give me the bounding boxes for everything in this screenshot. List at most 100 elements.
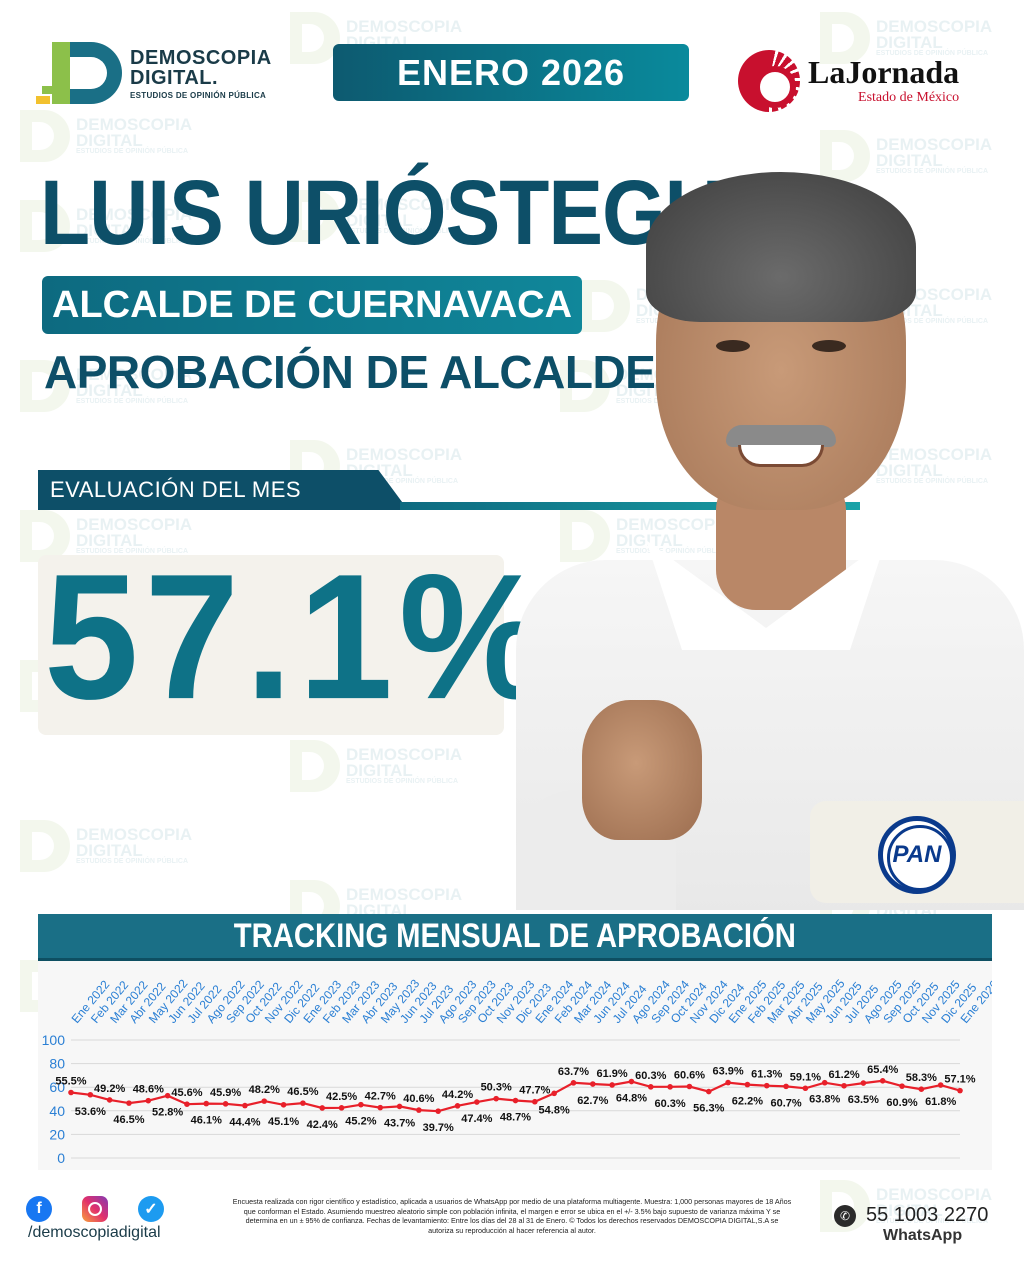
data-label: 59.1% <box>790 1071 821 1083</box>
data-label: 40.6% <box>403 1093 434 1105</box>
data-label: 63.8% <box>809 1094 840 1106</box>
social-icons: f ✓ <box>26 1196 164 1222</box>
data-point <box>300 1100 306 1106</box>
data-point <box>821 1079 828 1086</box>
data-label: 55.5% <box>55 1076 86 1088</box>
instagram-icon[interactable] <box>82 1196 108 1222</box>
whatsapp-number[interactable]: 55 1003 2270 <box>866 1204 989 1226</box>
data-point <box>628 1078 635 1085</box>
data-point <box>377 1104 384 1111</box>
data-label: 56.3% <box>693 1103 724 1115</box>
data-label: 63.9% <box>712 1066 743 1078</box>
data-point <box>841 1082 847 1089</box>
data-label: 48.6% <box>133 1084 164 1096</box>
data-point <box>396 1103 403 1110</box>
data-point <box>879 1078 886 1084</box>
facebook-icon[interactable]: f <box>26 1196 52 1222</box>
data-label: 60.7% <box>770 1097 801 1109</box>
data-point <box>686 1083 693 1090</box>
data-point <box>493 1095 499 1102</box>
whatsapp-icon: ✆ <box>834 1204 856 1227</box>
data-point <box>802 1085 809 1092</box>
data-point <box>667 1084 673 1090</box>
evaluation-label: EVALUACIÓN DEL MES <box>38 470 408 510</box>
raised-fist <box>582 700 702 840</box>
data-point <box>957 1087 963 1094</box>
y-tick-label: 40 <box>49 1103 65 1119</box>
data-label: 48.7% <box>500 1112 531 1124</box>
data-label: 44.2% <box>442 1089 473 1101</box>
data-point <box>725 1079 731 1086</box>
data-point <box>280 1101 287 1108</box>
logo-line1: DEMOSCOPIA <box>130 47 272 69</box>
data-point <box>705 1088 712 1095</box>
data-label: 64.8% <box>616 1093 647 1105</box>
data-point <box>937 1082 944 1088</box>
twitter-icon[interactable]: ✓ <box>138 1196 164 1222</box>
evaluation-value: 57.1% <box>44 537 557 737</box>
data-label: 46.5% <box>113 1114 144 1126</box>
logo-line2: DIGITAL. <box>130 67 219 89</box>
data-label: 44.4% <box>229 1117 260 1129</box>
whatsapp-label: WhatsApp <box>883 1227 963 1244</box>
data-point <box>261 1098 268 1104</box>
month-badge: ENERO 2026 <box>333 44 689 101</box>
data-point <box>532 1098 538 1105</box>
data-label: 61.9% <box>597 1068 628 1080</box>
whatsapp-contact[interactable]: ✆ 55 1003 2270 <box>834 1204 988 1227</box>
politician-name: LUIS URIÓSTEGUI <box>40 162 746 265</box>
data-label: 39.7% <box>423 1122 454 1134</box>
data-label: 42.5% <box>326 1091 357 1103</box>
data-point <box>203 1100 210 1107</box>
data-point <box>609 1082 615 1088</box>
data-point <box>435 1108 441 1114</box>
data-point <box>145 1097 152 1104</box>
data-point <box>126 1100 132 1106</box>
data-label: 48.2% <box>249 1084 280 1096</box>
data-point <box>164 1092 171 1099</box>
data-point <box>338 1105 345 1111</box>
data-label: 60.6% <box>674 1069 705 1081</box>
y-tick-label: 20 <box>49 1126 65 1142</box>
partner-sub: Estado de México <box>858 90 960 105</box>
data-label: 60.9% <box>886 1097 917 1109</box>
data-label: 43.7% <box>384 1117 415 1129</box>
tracking-title: TRACKING MENSUAL DE APROBACIÓN <box>233 916 797 955</box>
chart-background <box>38 960 992 1170</box>
pan-party-logo: PAN <box>878 816 956 894</box>
data-label: 53.6% <box>75 1106 106 1118</box>
data-label: 61.8% <box>925 1096 956 1108</box>
data-point <box>551 1090 557 1097</box>
data-label: 49.2% <box>94 1083 125 1095</box>
data-point <box>860 1080 867 1086</box>
data-label: 45.2% <box>345 1116 376 1128</box>
data-label: 60.3% <box>655 1098 686 1110</box>
data-point <box>68 1089 74 1096</box>
data-point <box>570 1080 577 1086</box>
y-tick-label: 60 <box>49 1079 65 1095</box>
data-label: 61.2% <box>828 1069 859 1081</box>
politician-role: ALCALDE DE CUERNAVACA <box>42 276 583 334</box>
logo-tagline: ESTUDIOS DE OPINIÓN PÚBLICA <box>130 91 267 100</box>
data-point <box>918 1086 925 1093</box>
politician-photo <box>516 140 1024 910</box>
data-point <box>87 1091 94 1098</box>
data-label: 47.4% <box>461 1113 492 1125</box>
social-handle[interactable]: /demoscopiadigital <box>28 1224 161 1241</box>
data-label: 52.8% <box>152 1107 183 1119</box>
data-point <box>184 1101 190 1107</box>
data-label: 62.7% <box>577 1095 608 1107</box>
data-point <box>783 1083 789 1090</box>
partner-name: LaJornada <box>808 54 960 90</box>
demoscopia-logo: DEMOSCOPIA DIGITAL. ESTUDIOS DE OPINIÓN … <box>34 40 274 108</box>
data-point <box>454 1103 461 1109</box>
tracking-title-bar: TRACKING MENSUAL DE APROBACIÓN <box>38 914 992 958</box>
evaluation-panel <box>38 555 504 735</box>
data-label: 42.4% <box>307 1119 338 1131</box>
y-tick-label: 100 <box>42 1032 66 1048</box>
data-point <box>474 1099 480 1105</box>
y-tick-label: 80 <box>49 1056 65 1072</box>
data-point <box>744 1081 751 1088</box>
data-label: 54.8% <box>539 1104 570 1116</box>
